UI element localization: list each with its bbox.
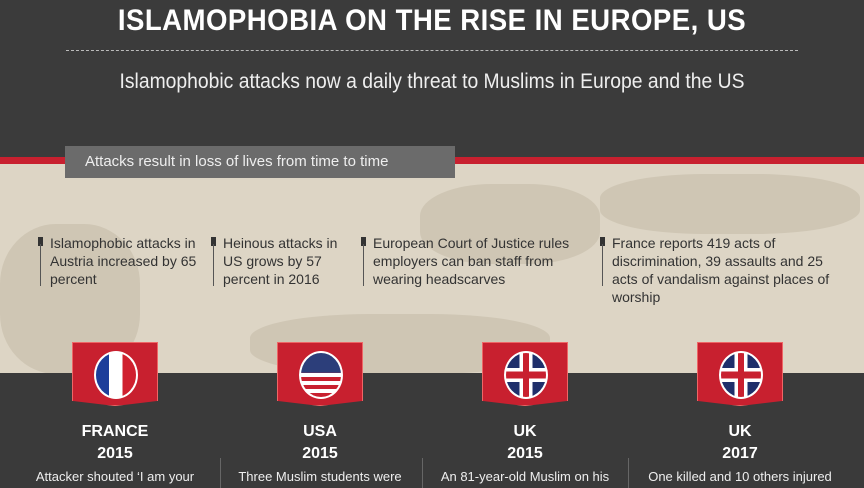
event-description: One killed and 10 others injured	[648, 469, 832, 484]
page-subtitle: Islamophobic attacks now a daily threat …	[119, 70, 745, 93]
event-card: UK 2017 One killed and 10 others injured	[640, 342, 840, 484]
event-country: UK	[513, 423, 537, 440]
event-country: FRANCE	[81, 423, 149, 440]
bullet-fact: Heinous attacks in US grows by 57 percen…	[209, 234, 349, 288]
bullet-fact: France reports 419 acts of discriminatio…	[598, 234, 848, 306]
event-card: UK 2015 An 81-year-old Muslim on his	[425, 342, 625, 484]
event-year: 2015	[507, 445, 543, 462]
event-description: Three Muslim students were	[238, 469, 402, 484]
event-card: FRANCE 2015 Attacker shouted ‘I am your	[15, 342, 215, 484]
flag-banner	[482, 342, 568, 406]
section-label: Attacks result in loss of lives from tim…	[65, 146, 455, 178]
flag-banner	[277, 342, 363, 406]
flag-banner	[697, 342, 783, 406]
usa-flag-icon	[299, 351, 343, 399]
uk-flag-icon	[504, 351, 548, 399]
column-divider	[628, 458, 629, 488]
event-year: 2015	[302, 445, 338, 462]
bullet-fact: Islamophobic attacks in Austria increase…	[36, 234, 206, 288]
uk-flag-icon	[719, 351, 763, 399]
event-card: USA 2015 Three Muslim students were	[220, 342, 420, 484]
event-country: USA	[303, 423, 337, 440]
event-description: Attacker shouted ‘I am your	[35, 469, 195, 484]
bullet-fact: European Court of Justice rules employer…	[359, 234, 574, 288]
event-year: 2015	[97, 445, 133, 462]
column-divider	[422, 458, 423, 488]
header-band: ISLAMOPHOBIA ON THE RISE IN EUROPE, US I…	[0, 0, 864, 161]
event-country: UK	[728, 423, 752, 440]
france-flag-icon	[94, 351, 138, 399]
event-year: 2017	[722, 445, 758, 462]
page-title: ISLAMOPHOBIA ON THE RISE IN EUROPE, US	[117, 4, 747, 37]
event-description: An 81-year-old Muslim on his	[440, 469, 610, 484]
flag-banner	[72, 342, 158, 406]
column-divider	[220, 458, 221, 488]
dashed-divider	[66, 50, 798, 51]
